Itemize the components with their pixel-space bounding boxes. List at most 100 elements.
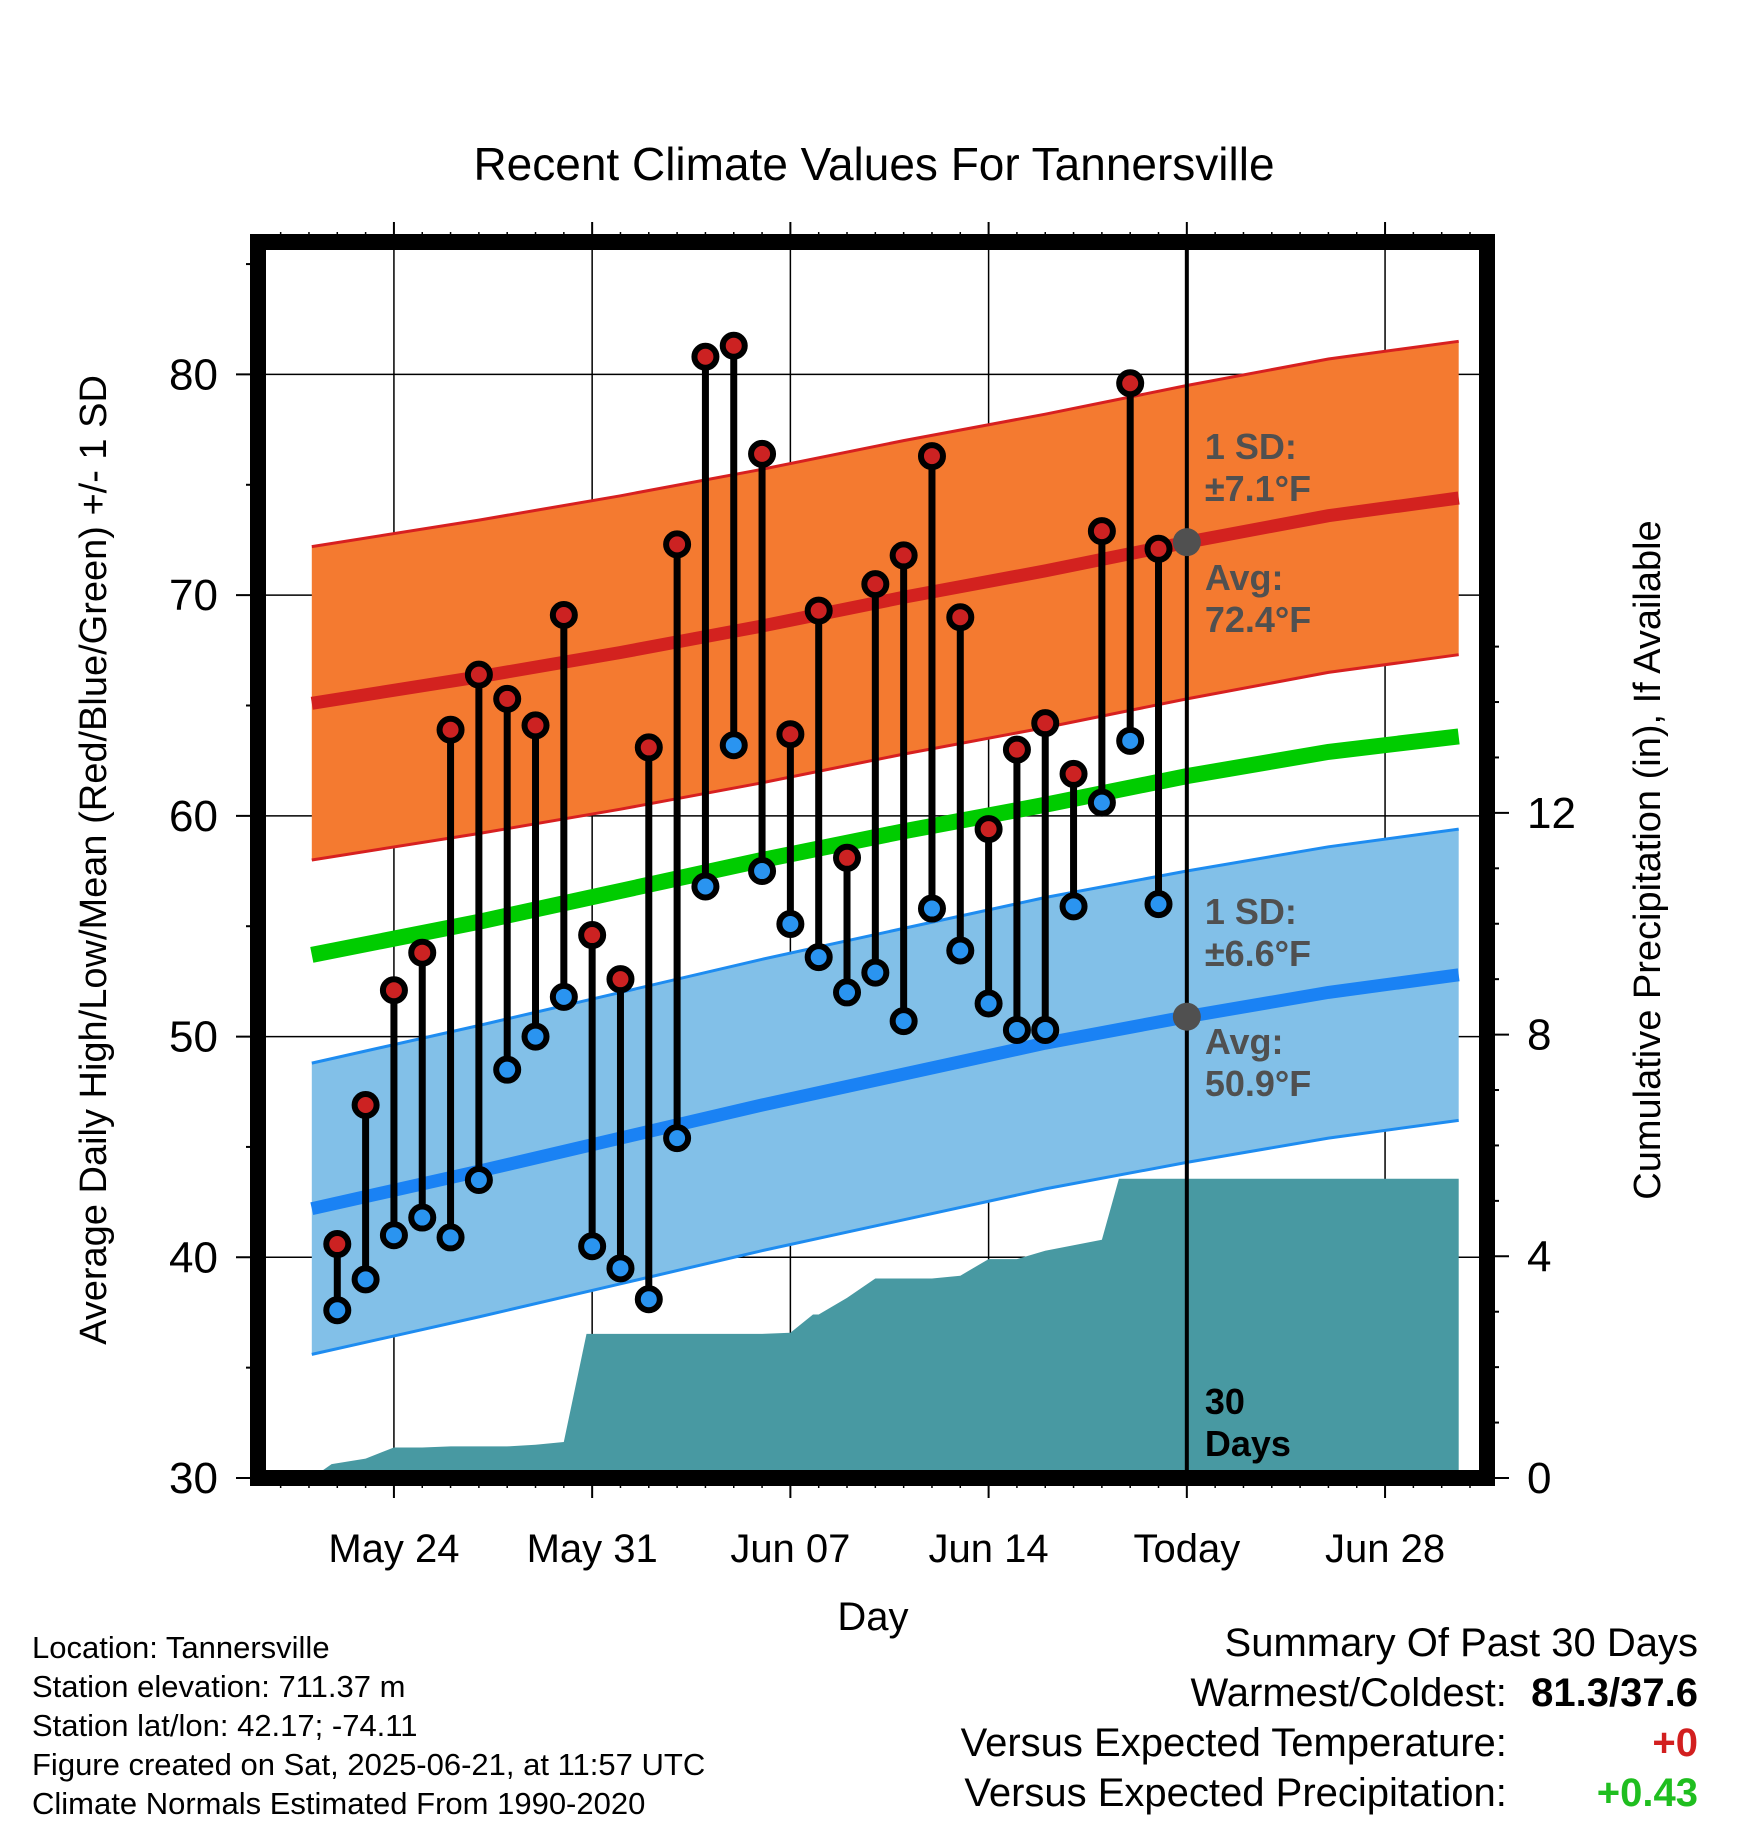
temp-label: Versus Expected Temperature: bbox=[960, 1721, 1507, 1765]
high-point bbox=[776, 720, 805, 749]
high-point bbox=[464, 660, 493, 689]
low-point bbox=[1002, 1015, 1031, 1044]
high-point bbox=[1144, 534, 1173, 563]
high-point bbox=[606, 965, 635, 994]
high-point bbox=[634, 733, 663, 762]
low-point bbox=[974, 989, 1003, 1018]
today-avg-low-dot bbox=[1172, 1002, 1201, 1031]
low-point bbox=[833, 978, 862, 1007]
low-point bbox=[464, 1166, 493, 1195]
high-point bbox=[748, 439, 777, 468]
high-point bbox=[691, 342, 720, 371]
low-point bbox=[1144, 890, 1173, 919]
high-point bbox=[1031, 709, 1060, 738]
high-point bbox=[521, 711, 550, 740]
low-point bbox=[691, 872, 720, 901]
precipitation-layer bbox=[318, 1178, 1459, 1473]
y-right-tick-label: 12 bbox=[1527, 789, 1576, 838]
y-tick-label: 70 bbox=[169, 571, 218, 620]
low-sd-annotation-line: 1 SD: bbox=[1205, 891, 1297, 932]
observations-layer bbox=[323, 242, 1189, 1478]
high-point bbox=[351, 1090, 380, 1119]
high-point bbox=[436, 715, 465, 744]
low-avg-annotation: Avg: 50.9°F bbox=[1205, 1021, 1311, 1104]
today-avg-high-dot bbox=[1172, 528, 1201, 557]
low-avg-annotation-line: 50.9°F bbox=[1205, 1063, 1311, 1104]
high-point bbox=[861, 570, 890, 599]
low-point bbox=[719, 731, 748, 760]
x-tick-label: Jun 14 bbox=[929, 1527, 1049, 1571]
high-point bbox=[493, 684, 522, 713]
low-point bbox=[634, 1285, 663, 1314]
x-tick-label: Today bbox=[1133, 1527, 1240, 1571]
low-point bbox=[804, 943, 833, 972]
temp-value: +0 bbox=[1652, 1721, 1698, 1765]
axes-layer: 30 40 50 60 70 80 0 4 8 12 May 24 May 31 Jun 07 Jun 1… bbox=[169, 222, 1576, 1571]
low-point bbox=[606, 1254, 635, 1283]
x-tick-label: Jun 07 bbox=[730, 1527, 850, 1571]
location-text: Location: Tannersville bbox=[32, 1630, 330, 1665]
x-tick-label: Jun 28 bbox=[1325, 1527, 1445, 1571]
high-point bbox=[379, 976, 408, 1005]
low-point bbox=[663, 1124, 692, 1153]
elevation-text: Station elevation: 711.37 m bbox=[32, 1669, 406, 1704]
summary-panel: Summary Of Past 30 Days Warmest/Coldest:… bbox=[961, 1618, 1698, 1818]
summary-warmest-row: Warmest/Coldest: 81.3/37.6 bbox=[961, 1668, 1699, 1718]
low-point bbox=[946, 936, 975, 965]
y-tick-label: 50 bbox=[169, 1013, 218, 1062]
today-days-label: 30 Days bbox=[1205, 1381, 1291, 1464]
chart-title: Recent Climate Values For Tannersville bbox=[473, 138, 1274, 190]
low-sd-band-lower-edge bbox=[311, 1118, 1459, 1356]
low-point bbox=[748, 857, 777, 886]
normals-text: Climate Normals Estimated From 1990-2020 bbox=[32, 1786, 646, 1821]
y-right-tick-label: 8 bbox=[1527, 1011, 1551, 1060]
low-point bbox=[889, 1007, 918, 1036]
low-point bbox=[1031, 1015, 1060, 1044]
high-point bbox=[833, 843, 862, 872]
low-point bbox=[917, 894, 946, 923]
low-point bbox=[549, 982, 578, 1011]
precip-value: +0.43 bbox=[1596, 1771, 1698, 1815]
precip-label: Versus Expected Precipitation: bbox=[964, 1771, 1507, 1815]
avg-low-line bbox=[310, 968, 1460, 1216]
y-right-tick-label: 4 bbox=[1527, 1232, 1551, 1281]
y-axis-label: Average Daily High/Low/Mean (Red/Blue/Gr… bbox=[73, 375, 115, 1345]
high-point bbox=[804, 596, 833, 625]
y-tick-label: 60 bbox=[169, 792, 218, 841]
low-point bbox=[379, 1221, 408, 1250]
high-point bbox=[578, 921, 607, 950]
warmest-value: 81.3/37.6 bbox=[1531, 1671, 1698, 1715]
latlon-text: Station lat/lon: 42.17; -74.11 bbox=[32, 1708, 418, 1743]
high-point bbox=[719, 331, 748, 360]
high-sd-annotation-line: 1 SD: bbox=[1205, 426, 1297, 467]
high-point bbox=[1002, 735, 1031, 764]
low-point bbox=[493, 1055, 522, 1084]
low-sd-annotation-line: ±6.6°F bbox=[1205, 933, 1311, 974]
y-tick-label: 30 bbox=[169, 1454, 218, 1503]
low-point bbox=[776, 910, 805, 939]
high-point bbox=[663, 530, 692, 559]
low-point bbox=[436, 1223, 465, 1252]
x-axis-label: Day bbox=[837, 1595, 908, 1639]
high-point bbox=[323, 1230, 352, 1259]
summary-temp-row: Versus Expected Temperature: +0 bbox=[961, 1718, 1698, 1768]
low-point bbox=[1087, 788, 1116, 817]
high-point bbox=[946, 603, 975, 632]
y-tick-label: 40 bbox=[169, 1233, 218, 1282]
y-tick-label: 80 bbox=[169, 350, 218, 399]
low-point bbox=[351, 1265, 380, 1294]
high-point bbox=[889, 541, 918, 570]
precip-area bbox=[318, 1178, 1459, 1473]
y-right-tick-label: 0 bbox=[1527, 1454, 1551, 1503]
high-point bbox=[1116, 369, 1145, 398]
high-sd-annotation-line: ±7.1°F bbox=[1205, 468, 1311, 509]
high-avg-annotation: Avg: 72.4°F bbox=[1205, 557, 1311, 640]
high-point bbox=[1059, 759, 1088, 788]
normals-layer bbox=[310, 339, 1460, 1356]
y-axis-right-label: Cumulative Precipitation (in), If Availa… bbox=[1627, 520, 1669, 1199]
high-point bbox=[917, 442, 946, 471]
high-sd-band-upper-edge bbox=[311, 339, 1459, 549]
high-avg-annotation-line: 72.4°F bbox=[1205, 599, 1311, 640]
high-sd-annotation: 1 SD: ±7.1°F bbox=[1205, 426, 1311, 509]
